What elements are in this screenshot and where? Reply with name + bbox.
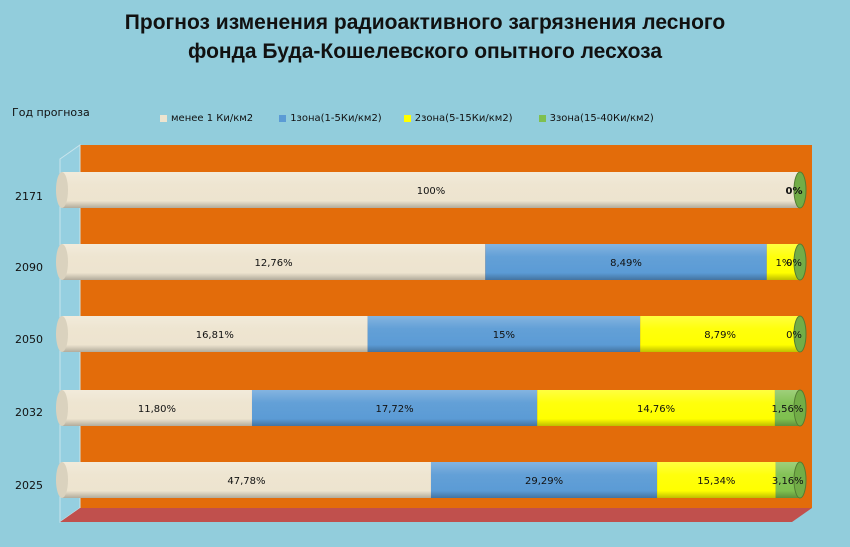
bar-segment [62, 316, 368, 352]
legend-item: 3зона(15-40Ки/км2) [538, 113, 654, 124]
data-label: 0% [786, 330, 802, 341]
legend-label: 1зона(1-5Ки/км2) [290, 113, 382, 124]
data-label: 15% [493, 330, 515, 341]
chart-title: Прогноз изменения радиоактивного загрязн… [0, 8, 850, 66]
data-label: 15,34% [697, 476, 735, 487]
bar-end-cap [793, 461, 807, 499]
bar-start-cap [56, 172, 68, 208]
bar-segment [367, 316, 641, 352]
legend-label: менее 1 Ки/км2 [171, 113, 254, 124]
bar-segment [62, 462, 431, 498]
bar-segment [62, 390, 252, 426]
data-label: 12,76% [255, 258, 293, 269]
data-label: 14,76% [637, 404, 675, 415]
y-tick-label: 2050 [15, 333, 43, 346]
legend-item: 2зона(5-15Ки/км2) [403, 113, 513, 124]
bar-segment [251, 390, 538, 426]
legend-swatch [160, 115, 167, 122]
y-tick-label: 2032 [15, 406, 43, 419]
legend: менее 1 Ки/км2 1зона(1-5Ки/км2) 2зона(5-15… [160, 113, 654, 124]
y-tick-label: 2025 [15, 479, 43, 492]
legend-label: 2зона(5-15Ки/км2) [414, 113, 513, 124]
plot-floor [60, 508, 812, 522]
data-label: 0% [786, 258, 802, 269]
bar-segment [485, 244, 767, 280]
data-label: 17,72% [376, 404, 414, 415]
y-tick-label: 2090 [15, 261, 43, 274]
y-tick-label: 2171 [15, 190, 43, 203]
bar-start-cap [56, 316, 68, 352]
bar-segment [430, 462, 658, 498]
data-label: 11,80% [138, 404, 176, 415]
bar-end-cap [793, 315, 807, 353]
legend-label: 3зона(15-40Ки/км2) [549, 113, 654, 124]
legend-swatch [279, 115, 287, 122]
data-label: 1% [775, 258, 791, 269]
data-label: 8,49% [610, 258, 642, 269]
data-label: 3,16% [772, 476, 804, 487]
data-label: 16,81% [196, 330, 234, 341]
bar-end-cap [793, 389, 807, 427]
legend-item: 1зона(1-5Ки/км2) [279, 113, 382, 124]
chart-title-line: Прогноз изменения радиоактивного загрязн… [124, 11, 726, 34]
bar-start-cap [56, 244, 68, 280]
legend-swatch [538, 115, 546, 122]
bar-segment [657, 462, 776, 498]
bar-segment [640, 316, 800, 352]
bar-start-cap [56, 390, 68, 426]
legend-swatch [403, 115, 411, 122]
data-label: 8,79% [704, 330, 736, 341]
bar-segment [62, 172, 800, 208]
data-label: 47,78% [227, 476, 265, 487]
data-label: 100% [417, 186, 446, 197]
bar-segment [62, 244, 486, 280]
data-label: 29,29% [525, 476, 563, 487]
bar-end-cap [793, 243, 807, 281]
bar-end-cap [793, 171, 807, 209]
chart-title-line: фонда Буда-Кошелевского опытного лесхоза [187, 40, 663, 63]
bar-segment [537, 390, 775, 426]
y-axis-label: Год прогноза [12, 106, 90, 119]
bar-start-cap [56, 462, 68, 498]
legend-item: менее 1 Ки/км2 [160, 113, 253, 124]
data-label: 1,56% [772, 404, 804, 415]
data-label: 0% [786, 186, 803, 197]
